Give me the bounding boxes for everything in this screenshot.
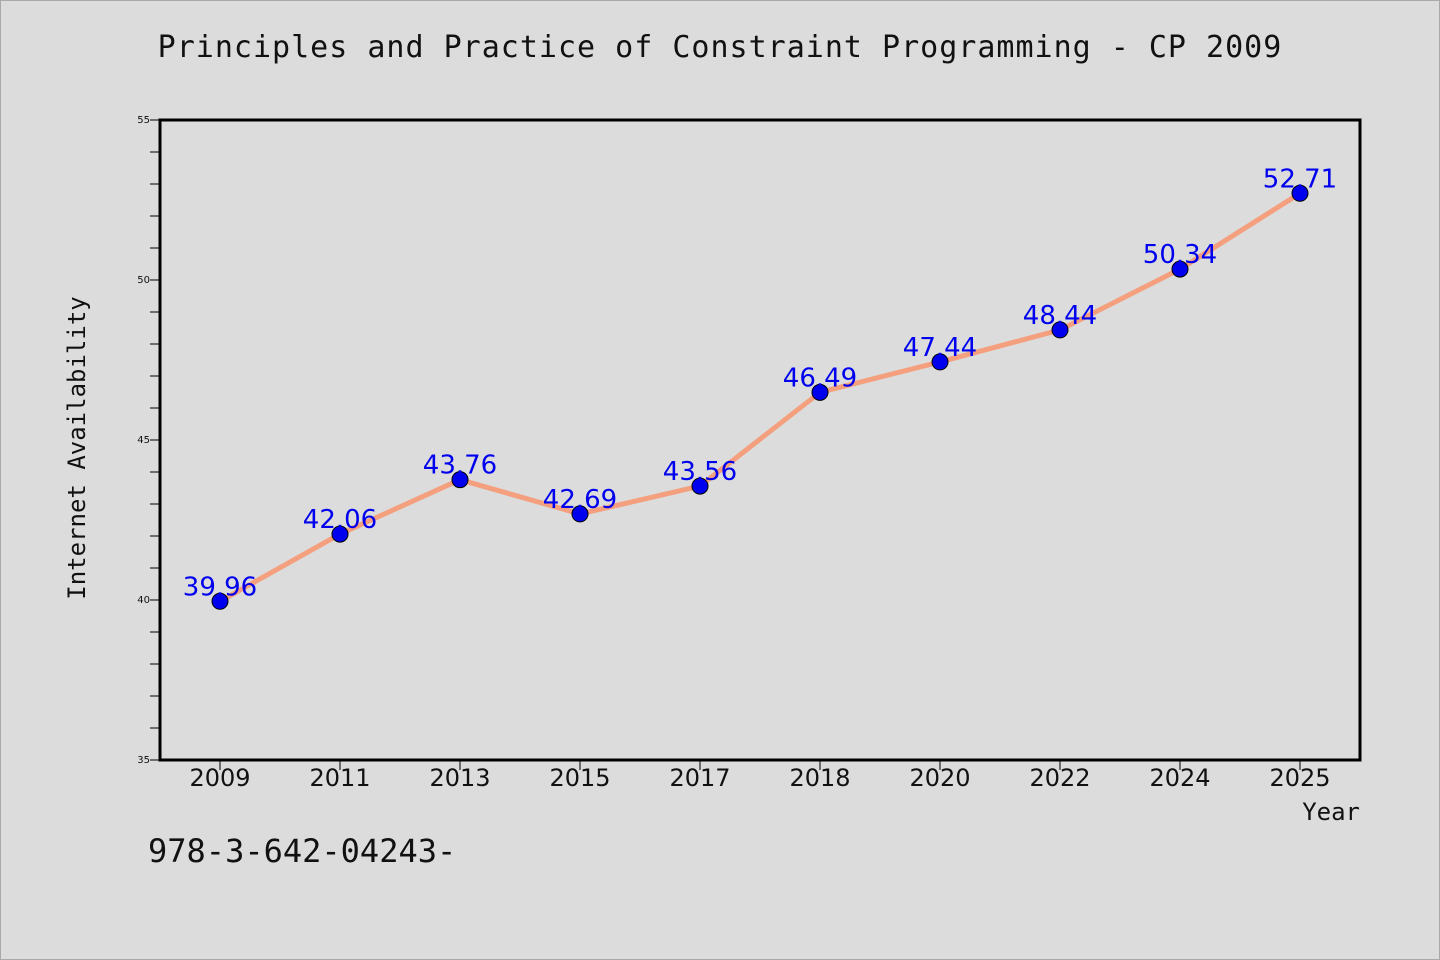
data-point xyxy=(811,383,829,401)
chart-title: Principles and Practice of Constraint Pr… xyxy=(157,30,1283,65)
data-label: 46.49 xyxy=(783,363,857,393)
x-tick-label: 2020 xyxy=(909,764,970,792)
data-label: 42.06 xyxy=(303,505,377,535)
x-tick-labels: 2009 2011 2013 2015 2017 2018 2020 2022 2024 2025 xyxy=(189,760,1331,792)
data-label: 48.44 xyxy=(1023,301,1097,331)
data-point xyxy=(331,525,349,543)
x-tick-label: 2024 xyxy=(1149,764,1210,792)
data-point xyxy=(1051,321,1069,339)
y-axis-label: Internet Availability xyxy=(63,296,91,599)
y-tick-label: 40 xyxy=(137,595,150,606)
data-point xyxy=(571,505,589,523)
y-tick-labels: 35 40 45 50 55 xyxy=(137,115,150,766)
x-tick-label: 2015 xyxy=(549,764,610,792)
data-label: 43.56 xyxy=(663,457,737,487)
plot-area xyxy=(158,118,1362,762)
data-label: 50.34 xyxy=(1143,240,1217,270)
x-tick-label: 2009 xyxy=(189,764,250,792)
data-point xyxy=(1291,184,1309,202)
x-tick-label: 2025 xyxy=(1269,764,1330,792)
series-markers xyxy=(211,184,1309,610)
x-axis-label: Year xyxy=(1302,798,1360,826)
data-labels: 39.96 42.06 43.76 42.69 43.56 46.49 47.44 48.44… xyxy=(183,164,1337,602)
y-tick-label: 50 xyxy=(137,275,150,286)
y-tick-label: 55 xyxy=(137,115,150,126)
isbn-text: 978-3-642-04243- xyxy=(148,832,457,870)
data-point xyxy=(931,353,949,371)
data-point xyxy=(1171,260,1189,278)
x-tick-label: 2022 xyxy=(1029,764,1090,792)
data-label: 43.76 xyxy=(423,451,497,481)
data-point xyxy=(691,477,709,495)
y-tick-label: 35 xyxy=(137,755,150,766)
x-tick-label: 2011 xyxy=(309,764,370,792)
x-tick-label: 2013 xyxy=(429,764,490,792)
series-line xyxy=(217,190,1303,604)
data-point xyxy=(451,471,469,489)
data-point xyxy=(211,592,229,610)
data-label: 52.71 xyxy=(1263,164,1337,194)
data-label: 47.44 xyxy=(903,333,977,363)
data-label: 42.69 xyxy=(543,485,617,515)
y-minor-ticks xyxy=(150,119,160,761)
x-tick-label: 2018 xyxy=(789,764,850,792)
y-tick-label: 45 xyxy=(137,435,150,446)
x-tick-label: 2017 xyxy=(669,764,730,792)
data-label: 39.96 xyxy=(183,572,257,602)
